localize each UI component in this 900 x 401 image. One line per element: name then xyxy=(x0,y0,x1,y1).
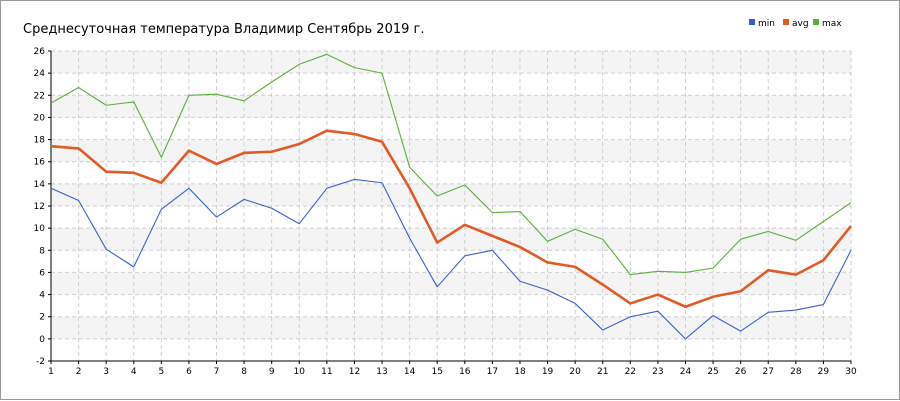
plot-band xyxy=(51,183,851,206)
y-tick-label: 20 xyxy=(34,113,46,123)
y-tick-label: 12 xyxy=(34,202,45,212)
plot-band xyxy=(51,161,851,184)
y-tick-label: 4 xyxy=(39,291,45,301)
legend-label-max: max xyxy=(822,19,842,29)
x-tick-label: 8 xyxy=(241,367,247,377)
y-tick-label: 24 xyxy=(34,69,46,79)
series-line-min xyxy=(50,178,852,340)
x-tick-label: 14 xyxy=(404,367,416,377)
legend-swatch-max xyxy=(813,19,819,25)
x-tick-label: 10 xyxy=(294,367,306,377)
x-tick-label: 28 xyxy=(790,367,802,377)
x-tick-label: 21 xyxy=(597,367,608,377)
chart-title: Среднесуточная температура Владимир Сент… xyxy=(23,22,424,37)
x-axis-ticks: 1 2 3 4 5 6 7 8 9 10 11 12 13 14 15 16 17 18 19 20 21 22 23 24 2… xyxy=(48,361,857,377)
plot-area xyxy=(51,51,851,361)
plot-band xyxy=(51,206,851,229)
x-tick-label: 13 xyxy=(376,367,387,377)
y-tick-label: 14 xyxy=(34,180,46,190)
series-lines xyxy=(50,53,853,340)
x-tick-label: 5 xyxy=(158,367,164,377)
y-tick-label: -2 xyxy=(36,357,45,367)
legend-label-min: min xyxy=(758,19,775,29)
y-tick-label: 10 xyxy=(34,224,46,234)
x-tick-label: 30 xyxy=(845,367,857,377)
x-tick-label: 6 xyxy=(186,367,192,377)
x-tick-label: 23 xyxy=(652,367,663,377)
y-tick-label: 6 xyxy=(39,268,45,278)
plot-band xyxy=(51,73,851,96)
plot-band xyxy=(51,294,851,317)
x-tick-label: 22 xyxy=(625,367,636,377)
plot-band xyxy=(51,95,851,118)
y-tick-label: 26 xyxy=(34,47,46,57)
x-tick-label: 11 xyxy=(321,367,332,377)
y-tick-label: 2 xyxy=(39,313,45,323)
y-tick-label: 16 xyxy=(34,158,46,168)
legend-label-avg: avg xyxy=(792,19,809,29)
x-tick-label: 18 xyxy=(514,367,526,377)
x-tick-label: 26 xyxy=(735,367,747,377)
x-tick-label: 12 xyxy=(349,367,360,377)
legend: min avg max xyxy=(749,19,842,29)
plot-band xyxy=(51,316,851,339)
x-tick-label: 3 xyxy=(103,367,109,377)
y-tick-label: 18 xyxy=(34,136,46,146)
legend-swatch-avg xyxy=(783,19,789,25)
y-tick-label: 8 xyxy=(39,246,45,256)
y-tick-label: 0 xyxy=(39,335,45,345)
y-tick-label: 22 xyxy=(34,91,45,101)
plot-band xyxy=(51,338,851,361)
x-tick-label: 1 xyxy=(48,367,54,377)
x-tick-label: 19 xyxy=(542,367,554,377)
x-tick-label: 4 xyxy=(131,367,137,377)
legend-swatch-min xyxy=(749,19,755,25)
plot-band xyxy=(51,51,851,74)
x-tick-label: 27 xyxy=(763,367,774,377)
x-tick-label: 16 xyxy=(459,367,471,377)
plot-band xyxy=(51,117,851,140)
x-tick-label: 29 xyxy=(818,367,830,377)
x-tick-label: 17 xyxy=(487,367,498,377)
x-tick-label: 20 xyxy=(569,367,581,377)
plot-band xyxy=(51,139,851,162)
plot-band xyxy=(51,250,851,273)
series-line-avg xyxy=(50,129,853,309)
x-tick-label: 7 xyxy=(214,367,220,377)
x-tick-label: 9 xyxy=(269,367,275,377)
x-tick-label: 15 xyxy=(431,367,442,377)
plot-band xyxy=(51,228,851,251)
x-tick-label: 24 xyxy=(680,367,692,377)
x-tick-label: 25 xyxy=(707,367,718,377)
x-tick-label: 2 xyxy=(76,367,82,377)
series-line-max xyxy=(50,53,852,276)
plot-band xyxy=(51,272,851,295)
